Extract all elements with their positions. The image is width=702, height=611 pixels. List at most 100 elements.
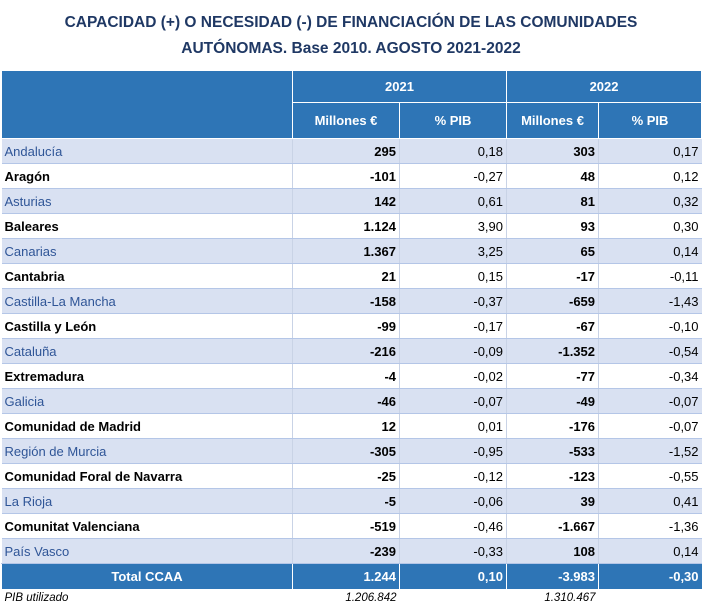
table-row: Galicia -46 -0,07 -49 -0,07 <box>1 388 702 414</box>
table-row: Cataluña -216 -0,09 -1.352 -0,54 <box>1 338 702 364</box>
total-pib-2021: 0,10 <box>398 563 507 589</box>
header-year-2021: 2021 <box>291 70 508 103</box>
table-row: Asturias 142 0,61 81 0,32 <box>1 188 702 214</box>
pib-2022: -1,43 <box>598 288 702 314</box>
pib-2022: 0,14 <box>598 238 702 264</box>
millones-2021: -519 <box>292 513 400 539</box>
pib-2021: -0,33 <box>398 538 507 564</box>
millones-2021: -305 <box>292 438 400 464</box>
pib-2022: 1.310.467 <box>506 588 599 607</box>
millones-2022: -49 <box>506 388 599 414</box>
title-line-1: CAPACIDAD (+) O NECESIDAD (-) DE FINANCI… <box>64 14 638 31</box>
pib-2021: -0,06 <box>398 488 507 514</box>
region-name: Cataluña <box>1 338 293 364</box>
table-row: Aragón -101 -0,27 48 0,12 <box>1 163 702 189</box>
table-row: Comunidad de Madrid 12 0,01 -176 -0,07 <box>1 413 702 439</box>
millones-2022: -77 <box>506 363 599 389</box>
financing-table: 2021 2022 Millones € % PIB Millones € % … <box>1 70 702 607</box>
region-name: Extremadura <box>1 363 293 389</box>
millones-2022: 303 <box>506 138 599 164</box>
table-row: Extremadura -4 -0,02 -77 -0,34 <box>1 363 702 389</box>
table-row: Castilla-La Mancha -158 -0,37 -659 -1,43 <box>1 288 702 314</box>
pib-2022: -0,07 <box>598 388 702 414</box>
millones-2022: 108 <box>506 538 599 564</box>
pib-2021: 0,15 <box>398 263 507 289</box>
pib-2021: 1.206.842 <box>292 588 400 607</box>
table-row: Región de Murcia -305 -0,95 -533 -1,52 <box>1 438 702 464</box>
header-millones-2021: Millones € <box>292 102 400 139</box>
millones-2022: 48 <box>506 163 599 189</box>
region-name: Aragón <box>1 163 293 189</box>
region-name: Castilla y León <box>1 313 293 339</box>
region-name: Comunidad de Madrid <box>1 413 293 439</box>
millones-2022: -176 <box>506 413 599 439</box>
millones-2021: -4 <box>292 363 400 389</box>
millones-2021: -216 <box>292 338 400 364</box>
total-millones-2021: 1.244 <box>292 563 400 589</box>
pib-2021: -0,46 <box>398 513 507 539</box>
pib-2022: 0,32 <box>598 188 702 214</box>
region-name: País Vasco <box>1 538 293 564</box>
millones-2021: -239 <box>292 538 400 564</box>
pib-spacer-2021 <box>399 588 507 607</box>
pib-2022: -0,34 <box>598 363 702 389</box>
header-year-2022: 2022 <box>506 70 702 103</box>
pib-2022: -0,55 <box>598 463 702 489</box>
header-blank <box>1 70 293 139</box>
table-row: País Vasco -239 -0,33 108 0,14 <box>1 538 702 564</box>
millones-2021: -101 <box>292 163 400 189</box>
millones-2021: -99 <box>292 313 400 339</box>
millones-2022: 65 <box>506 238 599 264</box>
millones-2022: 81 <box>506 188 599 214</box>
total-pib-2022: -0,30 <box>598 563 702 589</box>
millones-2021: -46 <box>292 388 400 414</box>
millones-2021: 295 <box>292 138 400 164</box>
table-title: CAPACIDAD (+) O NECESIDAD (-) DE FINANCI… <box>0 10 702 62</box>
pib-2021: -0,95 <box>398 438 507 464</box>
pib-2021: 3,25 <box>398 238 507 264</box>
millones-2021: -158 <box>292 288 400 314</box>
table-row: Cantabria 21 0,15 -17 -0,11 <box>1 263 702 289</box>
pib-2022: 0,14 <box>598 538 702 564</box>
pib-2022: 0,17 <box>598 138 702 164</box>
region-name: La Rioja <box>1 488 293 514</box>
pib-2021: -0,07 <box>398 388 507 414</box>
millones-2022: -67 <box>506 313 599 339</box>
millones-2022: 93 <box>506 213 599 239</box>
header-pib-2021: % PIB <box>398 102 508 139</box>
pib-2021: 0,18 <box>398 138 507 164</box>
pib-2021: 0,61 <box>398 188 507 214</box>
millones-2022: 39 <box>506 488 599 514</box>
total-row: Total CCAA 1.244 0,10 -3.983 -0,30 <box>1 563 702 589</box>
pib-2021: -0,02 <box>398 363 507 389</box>
pib-spacer-2022 <box>598 588 702 607</box>
millones-2022: -533 <box>506 438 599 464</box>
millones-2021: 1.124 <box>292 213 400 239</box>
millones-2021: 21 <box>292 263 400 289</box>
total-millones-2022: -3.983 <box>506 563 599 589</box>
millones-2022: -659 <box>506 288 599 314</box>
table-row: Canarias 1.367 3,25 65 0,14 <box>1 238 702 264</box>
millones-2021: -25 <box>292 463 400 489</box>
millones-2021: 12 <box>292 413 400 439</box>
millones-2021: -5 <box>292 488 400 514</box>
pib-2022: -0,54 <box>598 338 702 364</box>
region-name: Comunidad Foral de Navarra <box>1 463 293 489</box>
millones-2022: -1.352 <box>506 338 599 364</box>
pib-2021: -0,12 <box>398 463 507 489</box>
table-row: Comunidad Foral de Navarra -25 -0,12 -123 -0… <box>1 463 702 489</box>
millones-2022: -17 <box>506 263 599 289</box>
pib-2022: -0,07 <box>598 413 702 439</box>
millones-2021: 142 <box>292 188 400 214</box>
pib-2021: 0,01 <box>398 413 507 439</box>
pib-row: PIB utilizado 1.206.842 1.310.467 <box>1 588 702 607</box>
region-name: Asturias <box>1 188 293 214</box>
region-name: Comunitat Valenciana <box>1 513 293 539</box>
table-row: La Rioja -5 -0,06 39 0,41 <box>1 488 702 514</box>
region-name: Castilla-La Mancha <box>1 288 293 314</box>
pib-2022: -1,36 <box>598 513 702 539</box>
pib-2022: 0,41 <box>598 488 702 514</box>
region-name: Región de Murcia <box>1 438 293 464</box>
pib-2022: -1,52 <box>598 438 702 464</box>
pib-2022: -0,11 <box>598 263 702 289</box>
